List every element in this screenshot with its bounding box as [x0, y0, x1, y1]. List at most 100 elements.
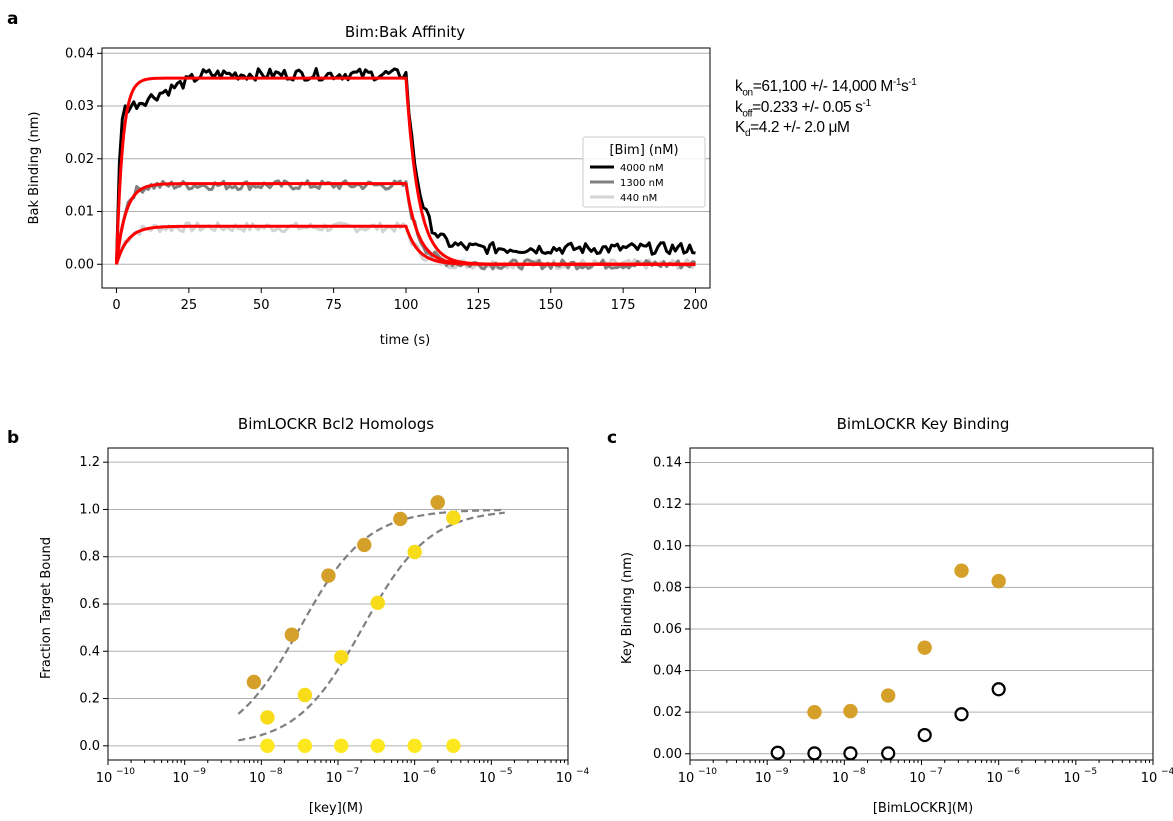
legend-title: [Bim] (nM) — [609, 143, 678, 158]
xtick-exponent: −5 — [499, 767, 512, 777]
data-point-filled — [954, 563, 969, 578]
ytick-label: 0.4 — [79, 644, 100, 659]
koff-value: =0.233 +/- 0.05 s — [752, 99, 863, 117]
kon-symbol: k — [735, 78, 743, 96]
xtick-label: 10 — [479, 771, 496, 786]
data-point-filled — [843, 703, 858, 719]
ytick-label: 0.8 — [79, 550, 100, 565]
xtick-label: 150 — [538, 298, 563, 313]
xtick-label: 10 — [556, 771, 573, 786]
xtick-label: 100 — [394, 298, 419, 313]
ytick-label: 1.2 — [79, 455, 100, 470]
xtick-label: 10 — [1141, 771, 1158, 786]
xtick-label: 200 — [683, 298, 708, 313]
data-point-series-0 — [246, 674, 262, 690]
plot-frame-c — [689, 447, 1154, 761]
data-point-series-2 — [446, 738, 461, 754]
data-point-filled — [807, 704, 822, 720]
legend-label-4000: 4000 nM — [620, 163, 664, 174]
chart-b-ylabel: Fraction Target Bound — [39, 537, 54, 679]
xtick-label: 10 — [249, 771, 266, 786]
data-point-series-1 — [297, 687, 313, 703]
data-point-series-1 — [407, 544, 422, 560]
data-point-filled — [917, 640, 932, 655]
data-point-series-1 — [446, 510, 461, 525]
xtick-label: 10 — [678, 771, 695, 786]
panel-b-chart: BimLOCKR Bcl2 Homologs [key](M) Fraction… — [39, 415, 590, 816]
kon-unit-exp2: -1 — [908, 77, 917, 88]
xtick-exponent: −6 — [1007, 767, 1021, 777]
ytick-label: 0.04 — [65, 46, 94, 61]
xtick-exponent: −7 — [930, 767, 943, 777]
xtick-exponent: −5 — [1084, 767, 1097, 777]
xtick-exponent: −8 — [269, 767, 283, 777]
xtick-label: 10 — [909, 771, 926, 786]
kon-subscript: on — [742, 87, 753, 99]
kd-subscript: d — [744, 128, 751, 140]
xtick-label: 10 — [96, 771, 113, 786]
ytick-label: 0.12 — [653, 497, 682, 512]
data-point-series-0 — [357, 537, 372, 553]
xtick-exponent: −8 — [852, 767, 866, 777]
kd-annotation: Kd=4.2 +/- 2.0 μM — [735, 119, 850, 139]
chart-b-xlabel: [key](M) — [309, 801, 363, 816]
data-point-open — [954, 707, 969, 722]
data-point-open — [843, 746, 858, 761]
xtick-label: 10 — [1064, 771, 1081, 786]
panel-letter-c: c — [607, 428, 617, 448]
data-point-series-2 — [260, 738, 275, 754]
xtick-exponent: −4 — [576, 767, 590, 777]
ytick-label: 0.2 — [79, 692, 100, 707]
panel-letter-a: a — [7, 9, 18, 29]
ytick-label: 0.08 — [653, 580, 682, 595]
data-point-open — [917, 727, 932, 743]
koff-symbol: k — [735, 99, 743, 117]
data-point-open — [991, 682, 1006, 697]
xtick-label: 10 — [755, 771, 772, 786]
ytick-label: 0.14 — [653, 456, 682, 471]
ytick-label: 0.0 — [79, 739, 100, 754]
koff-annotation: koff=0.233 +/- 0.05 s-1 — [735, 98, 871, 119]
panel-letter-b: b — [7, 428, 19, 448]
ytick-label: 0.00 — [653, 747, 682, 762]
fit-curve-1 — [238, 511, 505, 742]
data-point-series-2 — [333, 738, 349, 754]
ytick-label: 0.01 — [65, 205, 94, 220]
kon-unit-s: s — [901, 78, 909, 96]
chart-a-xlabel: time (s) — [380, 333, 430, 348]
data-point-series-1 — [333, 649, 349, 665]
xtick-label: 10 — [832, 771, 849, 786]
xtick-exponent: −10 — [116, 767, 135, 777]
panel-c-chart: BimLOCKR Key Binding [BimLOCKR](M) Key B… — [620, 415, 1173, 816]
xtick-label: 10 — [986, 771, 1003, 786]
xtick-label: 10 — [402, 771, 419, 786]
xtick-exponent: −6 — [423, 767, 437, 777]
data-point-open — [770, 745, 785, 760]
xtick-label: 125 — [466, 298, 491, 313]
data-point-series-1 — [370, 595, 385, 611]
data-point-open — [881, 746, 896, 761]
fit-curve-0 — [237, 508, 505, 715]
xtick-exponent: −9 — [775, 767, 789, 777]
data-point-open — [807, 746, 822, 761]
ytick-label: 0.04 — [653, 664, 682, 679]
xtick-exponent: −4 — [1161, 767, 1173, 777]
ytick-label: 0.02 — [65, 152, 94, 167]
xtick-label: 50 — [253, 298, 270, 313]
data-point-series-0 — [321, 568, 336, 583]
legend-box — [582, 136, 706, 208]
xtick-exponent: −10 — [698, 767, 717, 777]
chart-a-legend: [Bim] (nM) 4000 nM 1300 nM 440 nM — [582, 136, 706, 208]
ytick-label: 0.00 — [65, 257, 94, 272]
xtick-label: 10 — [172, 771, 189, 786]
data-point-filled — [880, 688, 896, 703]
ytick-label: 0.02 — [653, 705, 682, 720]
data-point-series-2 — [370, 738, 385, 754]
chart-c-title: BimLOCKR Key Binding — [837, 415, 1010, 433]
panel-a-chart: Bim:Bak Affinity time (s) Bak Binding (n… — [27, 23, 711, 348]
xtick-label: 10 — [326, 771, 343, 786]
xtick-label: 75 — [325, 298, 342, 313]
chart-c-xlabel: [BimLOCKR](M) — [873, 801, 973, 816]
chart-b-title: BimLOCKR Bcl2 Homologs — [238, 415, 434, 433]
data-point-series-2 — [297, 738, 313, 754]
